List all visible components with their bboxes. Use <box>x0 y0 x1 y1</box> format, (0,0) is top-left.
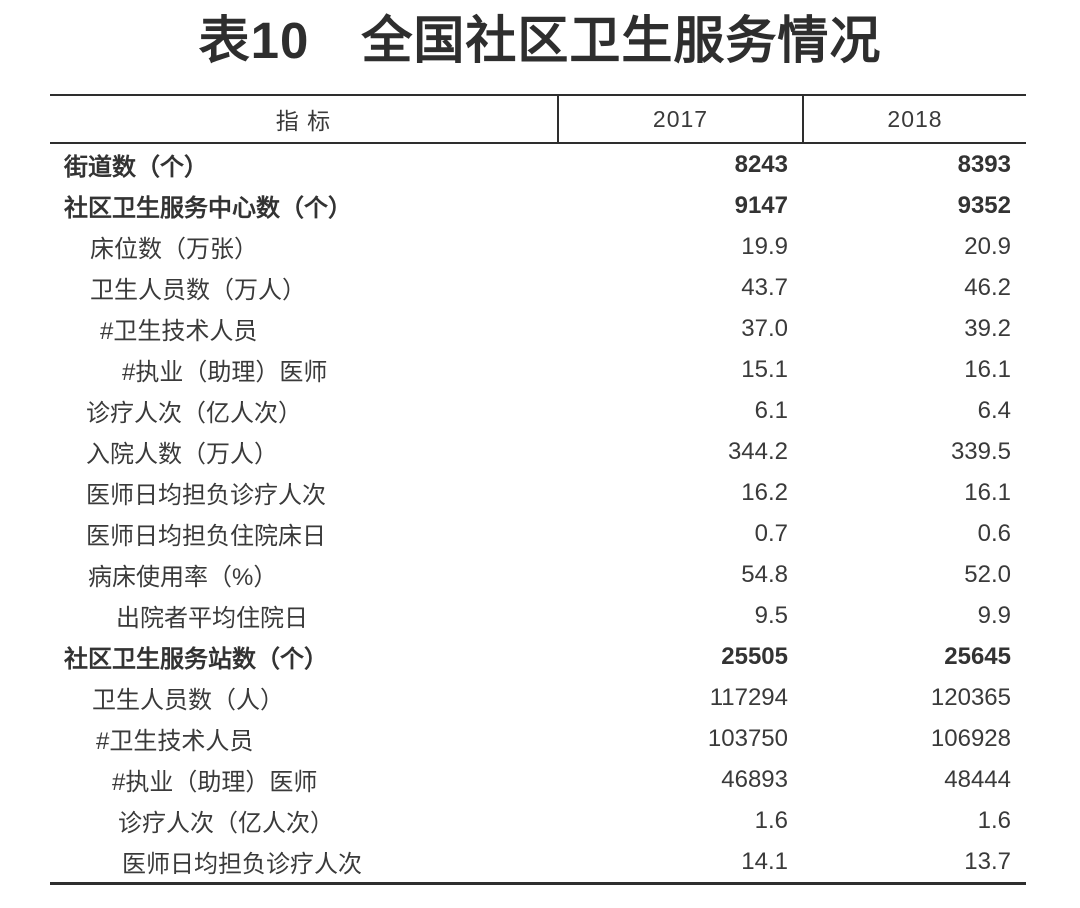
value-2017-cell: 16.2 <box>741 478 788 506</box>
value-2018-cell: 16.1 <box>964 478 1011 506</box>
header-indicator: 指 标 <box>50 94 558 144</box>
value-2017-cell: 8243 <box>734 150 788 178</box>
table-title: 表10 全国社区卫生服务情况 <box>198 12 882 69</box>
header-year-2018: 2018 <box>802 94 1026 144</box>
table-row: 社区卫生服务站数（个） 25505 25645 <box>50 636 1026 677</box>
value-2017-cell: 25505 <box>721 642 788 670</box>
table-row: #执业（助理）医师 46893 48444 <box>50 759 1026 800</box>
table-row: 床位数（万张） 19.9 20.9 <box>50 226 1026 267</box>
indicator-cell: #执业（助理）医师 <box>112 769 318 796</box>
value-2018-cell: 339.5 <box>950 437 1011 465</box>
value-2018-cell: 1.6 <box>977 806 1011 834</box>
value-2017-cell: 19.9 <box>741 232 788 260</box>
value-2018-cell: 46.2 <box>964 273 1011 301</box>
indicator-cell: 医师日均担负诊疗人次 <box>86 482 326 509</box>
value-2017-cell: 15.1 <box>741 355 788 383</box>
table-row: 卫生人员数（人） 117294 120365 <box>50 677 1026 718</box>
indicator-cell: #执业（助理）医师 <box>122 359 328 386</box>
value-2018-cell: 9.9 <box>977 601 1011 629</box>
indicator-cell: #卫生技术人员 <box>100 318 258 345</box>
indicator-cell: 入院人数（万人） <box>86 441 278 468</box>
document-page: 表10 全国社区卫生服务情况 指 标 2017 2018 街道数（个） 8243 8… <box>0 10 1080 908</box>
value-2017-cell: 344.2 <box>727 437 788 465</box>
table-row: 医师日均担负诊疗人次 14.1 13.7 <box>50 841 1026 885</box>
table-header: 指 标 2017 2018 <box>50 94 1026 144</box>
value-2017-cell: 9.5 <box>754 601 788 629</box>
value-2017-cell: 9147 <box>734 191 788 219</box>
table-row: 医师日均担负诊疗人次 16.2 16.1 <box>50 472 1026 513</box>
indicator-cell: 诊疗人次（亿人次） <box>118 810 334 837</box>
indicator-cell: 出院者平均住院日 <box>116 605 308 632</box>
value-2017-cell: 6.1 <box>754 396 788 424</box>
value-2018-cell: 20.9 <box>964 232 1011 260</box>
table-row: #卫生技术人员 37.0 39.2 <box>50 308 1026 349</box>
value-2017-cell: 46893 <box>721 765 788 793</box>
table-row: 病床使用率（%） 54.8 52.0 <box>50 554 1026 595</box>
table-row: #卫生技术人员 103750 106928 <box>50 718 1026 759</box>
indicator-cell: 卫生人员数（万人） <box>90 277 306 304</box>
value-2018-cell: 25645 <box>944 642 1011 670</box>
indicator-cell: 卫生人员数（人） <box>92 687 284 714</box>
header-row: 指 标 2017 2018 <box>50 94 1026 144</box>
indicator-cell: 街道数（个） <box>64 154 208 181</box>
value-2017-cell: 43.7 <box>741 273 788 301</box>
table-row: 出院者平均住院日 9.5 9.9 <box>50 595 1026 636</box>
value-2017-cell: 103750 <box>707 724 788 752</box>
table-row: 入院人数（万人） 344.2 339.5 <box>50 431 1026 472</box>
value-2017-cell: 37.0 <box>741 314 788 342</box>
value-2018-cell: 0.6 <box>977 519 1011 547</box>
value-2018-cell: 13.7 <box>803 841 1026 885</box>
value-2018-cell: 16.1 <box>964 355 1011 383</box>
indicator-cell: 诊疗人次（亿人次） <box>86 400 302 427</box>
indicator-cell: 床位数（万张） <box>90 236 258 263</box>
header-year-2017: 2017 <box>557 94 803 144</box>
table-row: 社区卫生服务中心数（个） 9147 9352 <box>50 185 1026 226</box>
statistics-table: 指 标 2017 2018 街道数（个） 8243 8393 社区卫生服务中心数（个）… <box>50 94 1026 885</box>
value-2018-cell: 8393 <box>957 150 1011 178</box>
value-2018-cell: 106928 <box>930 724 1011 752</box>
table-row: #执业（助理）医师 15.1 16.1 <box>50 349 1026 390</box>
value-2018-cell: 6.4 <box>977 396 1011 424</box>
value-2017-cell: 1.6 <box>754 806 788 834</box>
indicator-cell: 病床使用率（%） <box>88 564 278 591</box>
value-2018-cell: 9352 <box>957 191 1011 219</box>
table-row: 卫生人员数（万人） 43.7 46.2 <box>50 267 1026 308</box>
indicator-cell: 社区卫生服务中心数（个） <box>64 195 352 222</box>
table-row: 诊疗人次（亿人次） 6.1 6.4 <box>50 390 1026 431</box>
table-row: 街道数（个） 8243 8393 <box>50 143 1026 185</box>
indicator-cell: 社区卫生服务站数（个） <box>64 646 328 673</box>
table-body: 街道数（个） 8243 8393 社区卫生服务中心数（个） 9147 9352 床位数（万张… <box>50 143 1026 885</box>
value-2018-cell: 52.0 <box>964 560 1011 588</box>
table-row: 诊疗人次（亿人次） 1.6 1.6 <box>50 800 1026 841</box>
indicator-cell: #卫生技术人员 <box>96 728 254 755</box>
value-2017-cell: 0.7 <box>754 519 788 547</box>
value-2018-cell: 48444 <box>944 765 1011 793</box>
value-2018-cell: 120365 <box>930 683 1011 711</box>
indicator-cell: 医师日均担负住院床日 <box>86 523 326 550</box>
value-2018-cell: 39.2 <box>964 314 1011 342</box>
table-row: 医师日均担负住院床日 0.7 0.6 <box>50 513 1026 554</box>
indicator-cell: 医师日均担负诊疗人次 <box>50 841 558 885</box>
value-2017-cell: 54.8 <box>741 560 788 588</box>
value-2017-cell: 14.1 <box>558 841 803 885</box>
value-2017-cell: 117294 <box>709 683 788 711</box>
